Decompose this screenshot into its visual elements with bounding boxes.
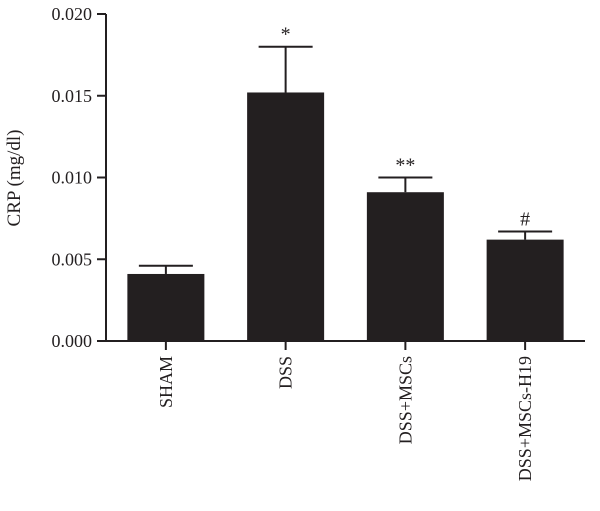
- x-tick-label: DSS+MSCs-H19: [515, 356, 535, 481]
- bar: [366, 192, 444, 341]
- y-tick-label: 0.020: [52, 4, 93, 24]
- y-axis-title: CRP (mg/dl): [4, 130, 25, 227]
- x-tick-label: SHAM: [156, 356, 176, 408]
- bar: [247, 92, 325, 341]
- plot-area: 0.000 0.005 0.010 0.015 0.020 SHAM DSS * DSS+MSC…: [52, 4, 585, 481]
- y-tick-label: 0.000: [52, 331, 93, 351]
- x-tick-label: DSS: [276, 356, 296, 389]
- significance-marker: #: [520, 208, 530, 230]
- x-tick-label: DSS+MSCs: [395, 356, 415, 444]
- y-tick-label: 0.005: [52, 249, 93, 269]
- y-tick-label: 0.015: [52, 86, 93, 106]
- significance-marker: *: [281, 24, 291, 46]
- significance-marker: **: [395, 155, 415, 177]
- bar: [486, 239, 564, 341]
- bar: [127, 273, 205, 341]
- y-tick-label: 0.010: [52, 168, 93, 188]
